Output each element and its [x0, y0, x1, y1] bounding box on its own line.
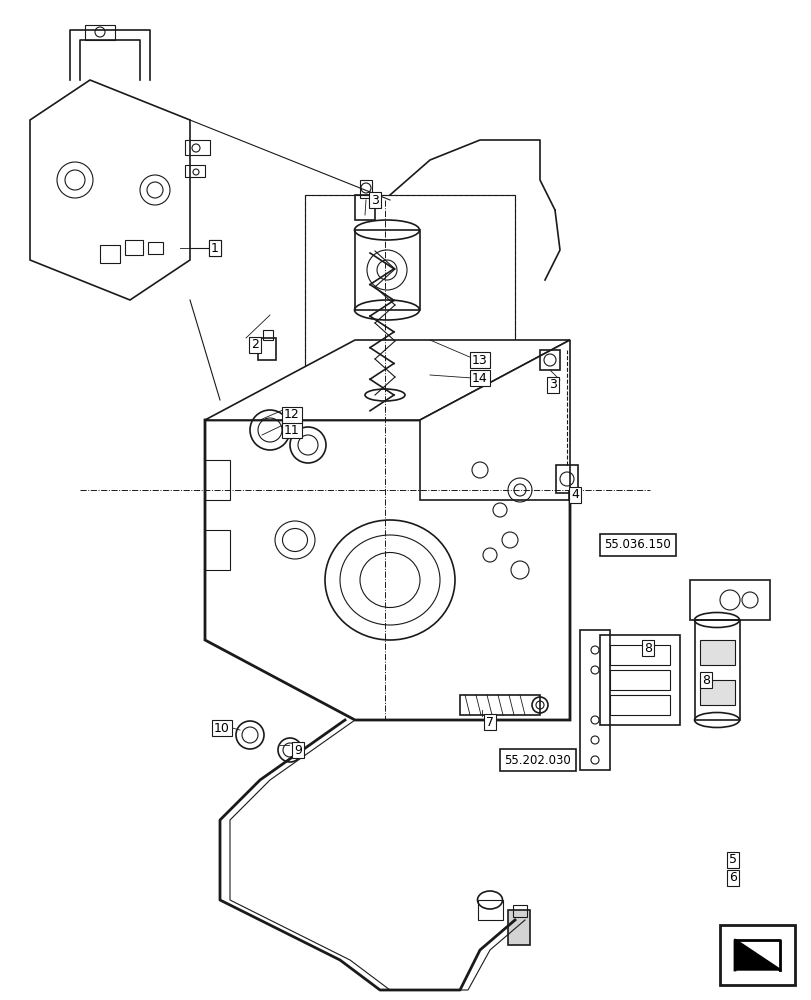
Bar [478, 900, 502, 920]
Bar [719, 925, 794, 985]
Bar [204, 530, 230, 570]
Text: 1: 1 [211, 241, 219, 254]
Bar [125, 240, 143, 255]
Bar [539, 350, 560, 370]
Bar [460, 695, 539, 715]
Text: 8: 8 [702, 674, 709, 686]
Text: 12: 12 [284, 408, 299, 422]
Text: 2: 2 [251, 338, 259, 352]
Bar [699, 640, 734, 665]
Bar [609, 670, 669, 690]
Text: 9: 9 [294, 744, 302, 756]
Text: 55.036.150: 55.036.150 [604, 538, 671, 552]
Bar [579, 630, 609, 770]
Text: 3: 3 [371, 194, 379, 207]
Polygon shape [30, 80, 190, 300]
Text: 7: 7 [486, 716, 493, 728]
Text: 11: 11 [284, 424, 299, 436]
Bar [148, 242, 163, 254]
Text: 13: 13 [471, 354, 487, 366]
Bar [354, 230, 419, 310]
Bar [100, 245, 120, 263]
Polygon shape [419, 340, 569, 500]
Bar [699, 680, 734, 705]
Bar [354, 195, 375, 220]
Bar [305, 195, 514, 370]
Bar [263, 330, 272, 340]
Text: 10: 10 [214, 722, 230, 734]
Polygon shape [204, 340, 569, 420]
Text: 3: 3 [548, 378, 556, 391]
Text: 4: 4 [570, 488, 578, 502]
Bar [305, 195, 514, 370]
Bar [359, 180, 371, 198]
Bar [689, 580, 769, 620]
Bar [185, 165, 204, 177]
Bar [204, 460, 230, 500]
Bar [185, 140, 210, 155]
Text: 55.202.030: 55.202.030 [504, 754, 571, 766]
Bar [599, 635, 679, 725]
Bar [609, 645, 669, 665]
Text: 6: 6 [728, 871, 736, 884]
Bar [556, 465, 577, 493]
Text: 5: 5 [728, 853, 736, 866]
Bar [85, 25, 115, 40]
Bar [609, 695, 669, 715]
Polygon shape [204, 420, 569, 720]
Text: 14: 14 [471, 371, 487, 384]
Bar [513, 905, 526, 917]
Bar [508, 910, 530, 945]
Text: 8: 8 [643, 642, 651, 654]
Bar [258, 338, 276, 360]
Polygon shape [734, 940, 779, 970]
Bar [694, 620, 739, 720]
Text: 1: 1 [211, 241, 219, 254]
